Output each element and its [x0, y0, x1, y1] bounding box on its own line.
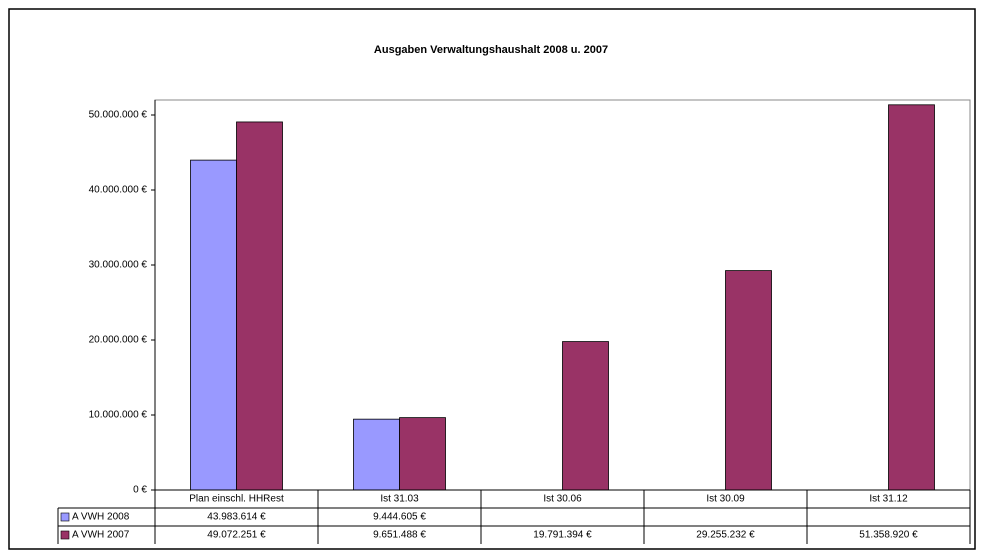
- bar: [888, 104, 935, 491]
- x-tick-label: Ist 31.03: [380, 494, 419, 505]
- bar: [562, 341, 609, 491]
- bar: [399, 417, 446, 491]
- bar: [353, 418, 400, 491]
- y-tick-label: 40.000.000 €: [89, 185, 148, 196]
- bar: [190, 159, 237, 491]
- x-tick-label: Ist 30.06: [543, 494, 582, 505]
- data-label: 29.255.232 €: [696, 530, 755, 541]
- legend-key: [60, 512, 70, 522]
- y-tick-label: 30.000.000 €: [89, 260, 148, 271]
- data-label: 9.444.605 €: [373, 512, 426, 523]
- data-label: 19.791.394 €: [533, 530, 592, 541]
- data-label: 9.651.488 €: [373, 530, 426, 541]
- bar: [236, 121, 283, 491]
- y-tick-label: 50.000.000 €: [89, 110, 148, 121]
- y-tick-label: 0 €: [133, 485, 147, 496]
- data-label: 49.072.251 €: [207, 530, 266, 541]
- y-tick-label: 20.000.000 €: [89, 335, 148, 346]
- chart-title: Ausgaben Verwaltungshaushalt 2008 u. 200…: [374, 44, 608, 56]
- data-label: 43.983.614 €: [207, 512, 266, 523]
- x-tick-label: Ist 30.09: [706, 494, 745, 505]
- x-tick-label: Plan einschl. HHRest: [189, 494, 284, 505]
- x-tick-label: Ist 31.12: [869, 494, 908, 505]
- legend-label: A VWH 2007: [72, 530, 130, 541]
- legend-label: A VWH 2008: [72, 512, 130, 523]
- y-tick-label: 10.000.000 €: [89, 410, 148, 421]
- data-label: 51.358.920 €: [859, 530, 918, 541]
- bar: [725, 270, 772, 491]
- legend-key: [60, 530, 70, 540]
